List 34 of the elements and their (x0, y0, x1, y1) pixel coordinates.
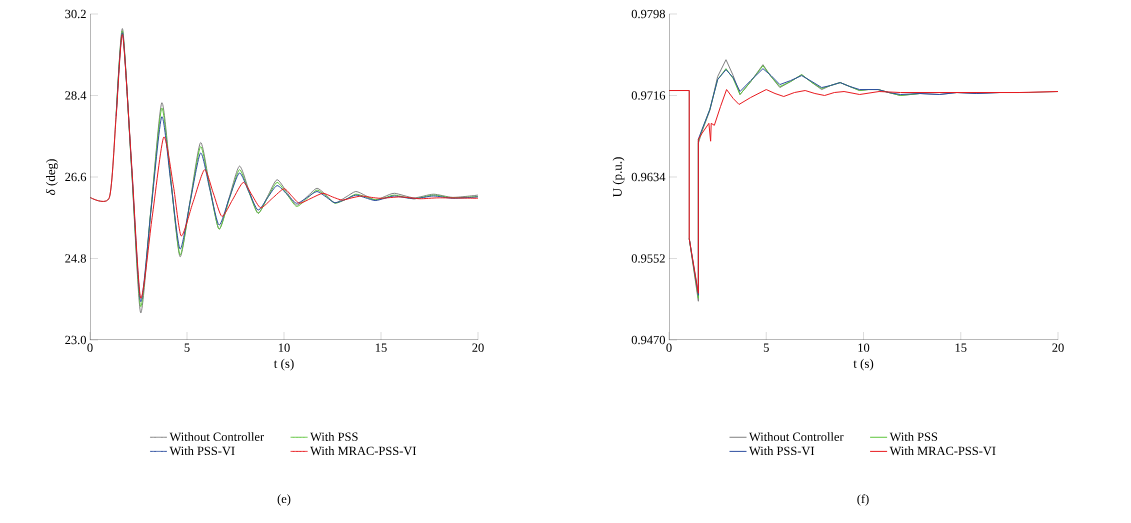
text: (e) (277, 494, 291, 506)
x-tick-label: 0 (87, 343, 93, 352)
legend-label: With MRAC-PSS-VI (310, 446, 417, 456)
y-tick-label: 28.4 (65, 91, 87, 100)
x-tick-label: 0 (666, 343, 672, 352)
x-tick-label: 5 (184, 343, 190, 352)
y-tick-label: 26.6 (65, 172, 87, 182)
y-axis-title: U (p.u.) (612, 157, 625, 198)
y-tick-label: 0.9716 (631, 91, 666, 100)
x-axis-title: t (s) (273, 358, 294, 371)
x-tick-label: 5 (763, 343, 769, 352)
y-tick-label: 0.9634 (631, 172, 666, 182)
legend-label: With PSS-VI (749, 446, 815, 456)
legend-label: Without Controller (169, 432, 264, 442)
text: (f) (857, 494, 869, 506)
x-tick-label: 20 (472, 343, 484, 352)
legend-label: With PSS-VI (169, 446, 235, 456)
legend-label: With PSS (310, 432, 358, 442)
legend-label: With PSS (889, 432, 938, 442)
y-tick-label: 24.8 (65, 254, 86, 263)
legend-label: With MRAC-PSS-VI (889, 446, 996, 456)
y-tick-label: 0.9552 (631, 254, 665, 263)
x-axis-title: t (s) (853, 358, 874, 371)
x-tick-label: 20 (1052, 343, 1064, 352)
x-tick-label: 10 (278, 343, 290, 352)
legend-label: Without Controller (749, 432, 844, 442)
y-tick-label: 23.0 (65, 335, 86, 345)
x-tick-label: 15 (375, 343, 387, 352)
y-tick-label: 30.2 (65, 9, 86, 19)
x-tick-label: 10 (858, 343, 870, 352)
x-tick-label: 15 (955, 343, 967, 352)
y-axis-title: δ (deg) (46, 159, 58, 195)
y-tick-label: 0.9798 (631, 9, 666, 19)
y-tick-label: 0.9470 (631, 335, 666, 345)
